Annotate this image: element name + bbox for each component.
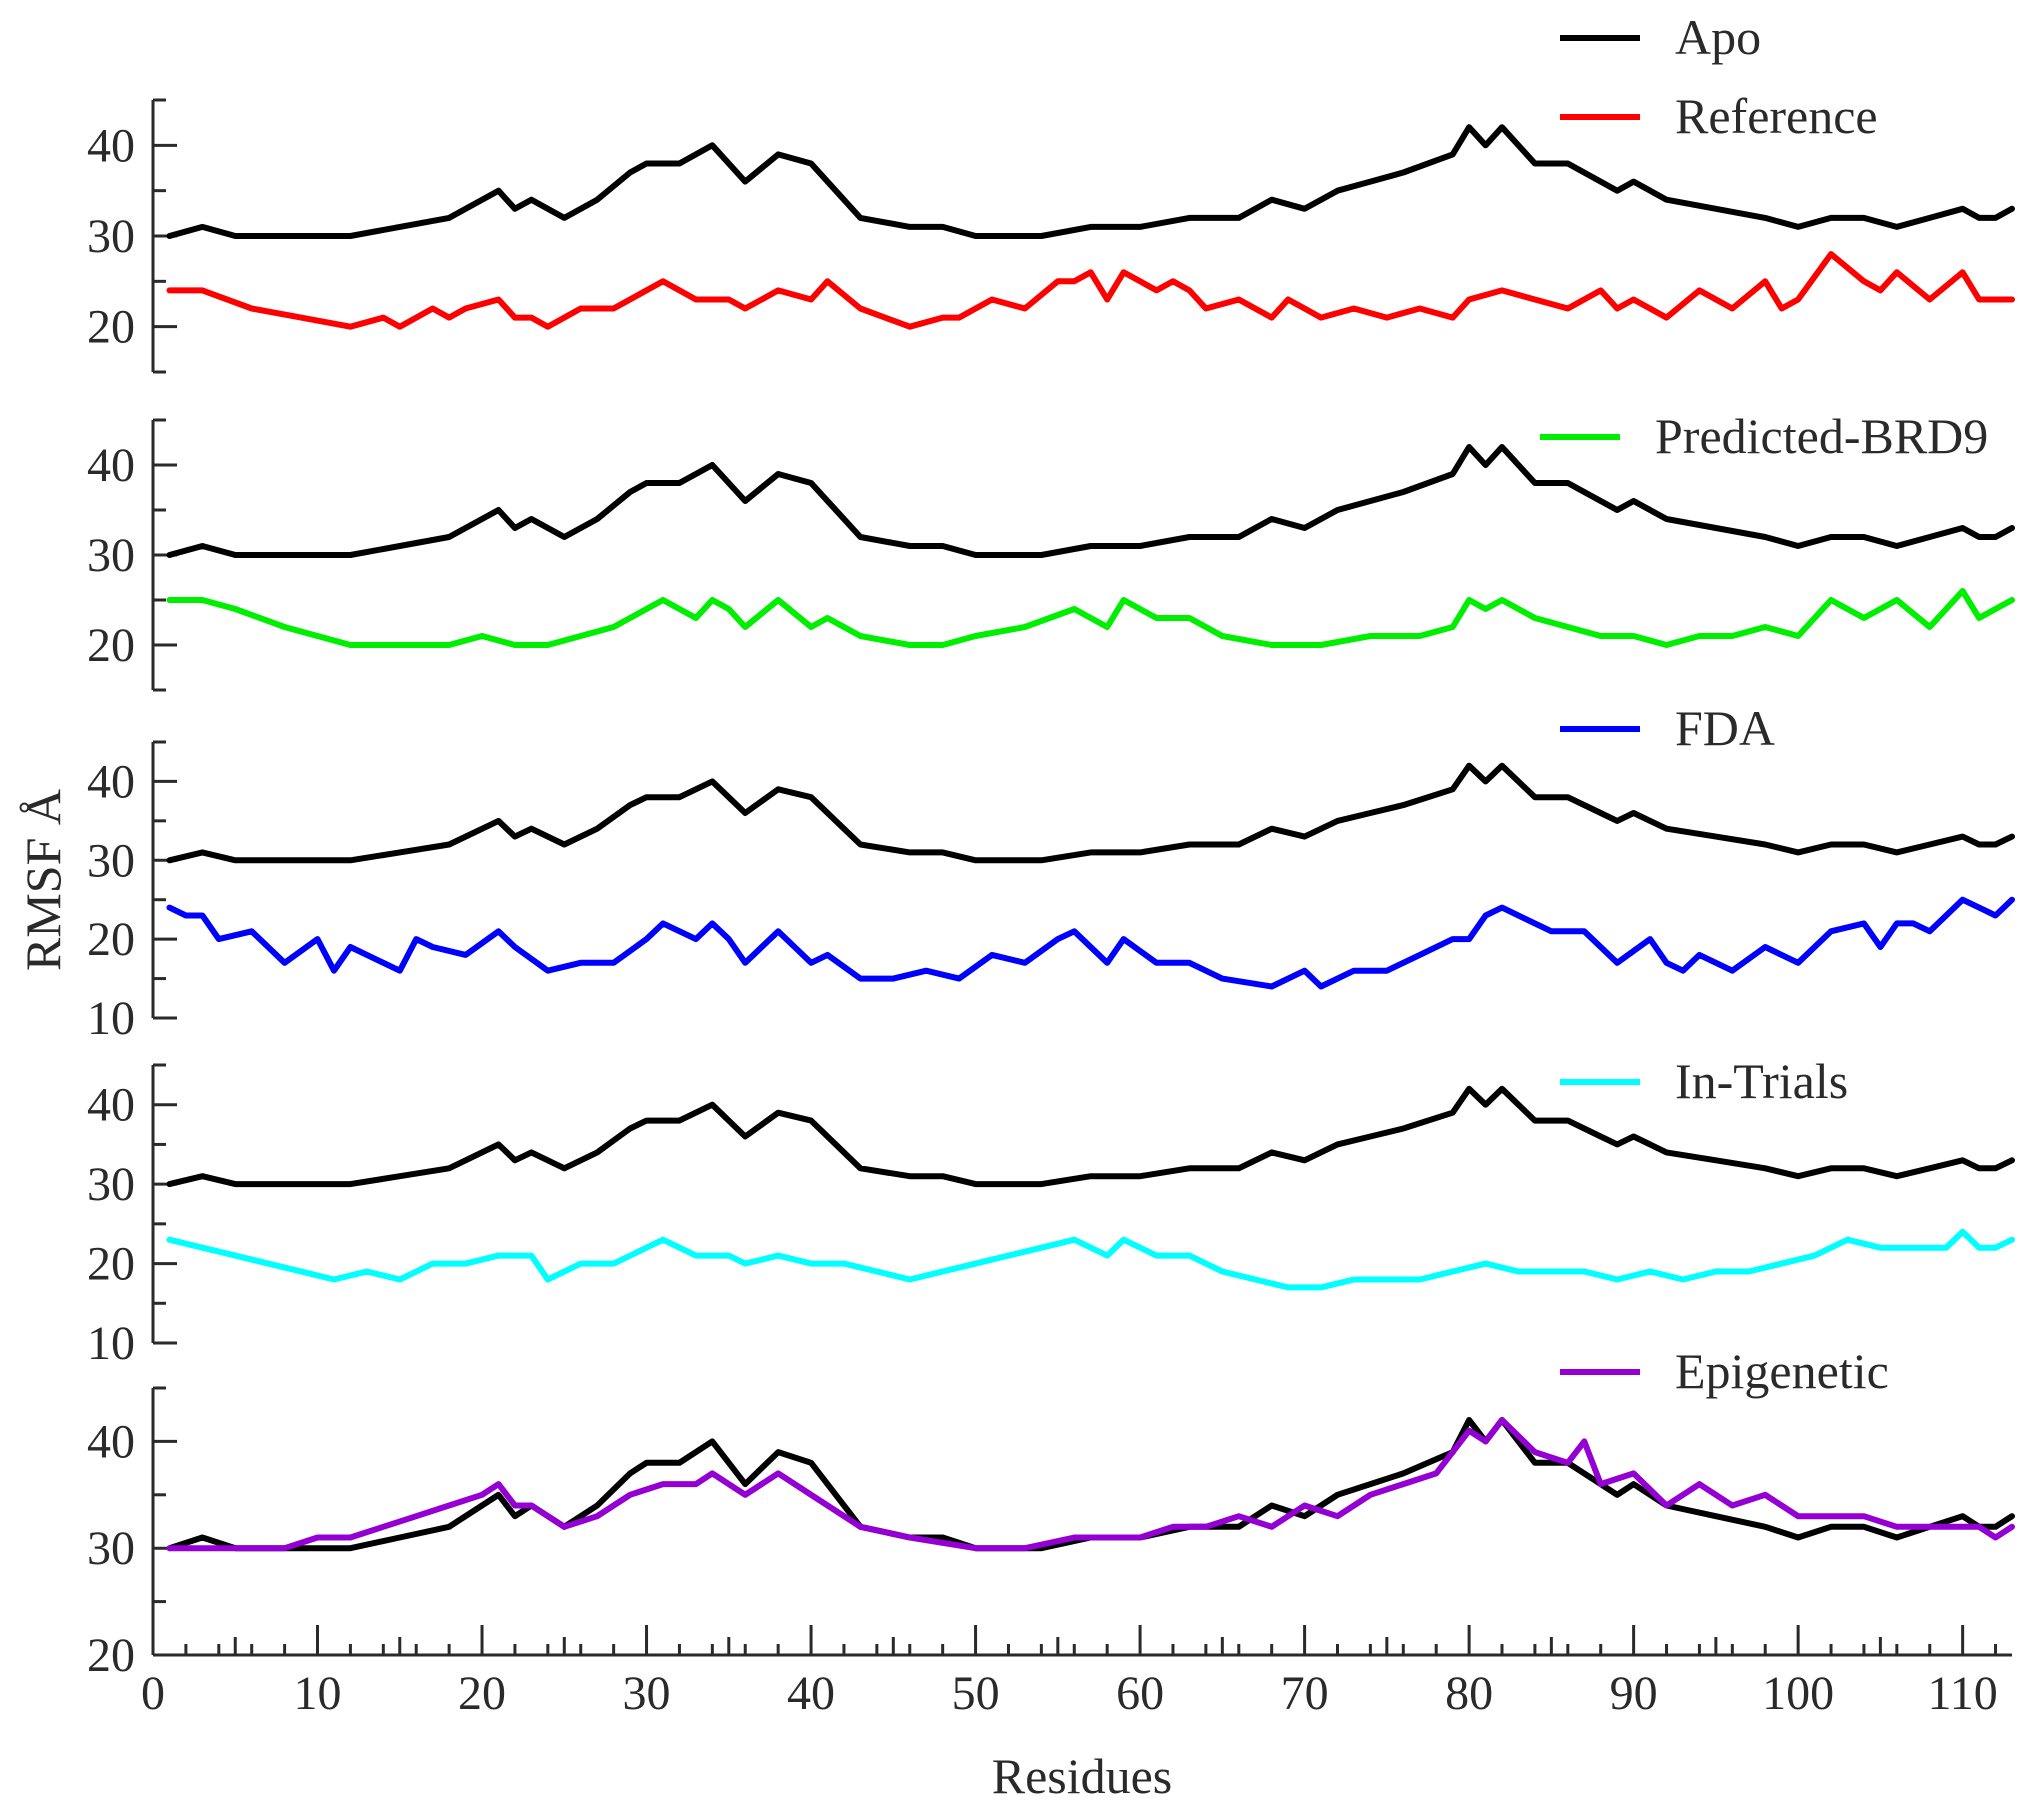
x-tick-label: 10	[294, 1667, 342, 1720]
series-line-epigenetic	[166, 1417, 2015, 1552]
series-line-in-trials	[166, 1228, 2015, 1291]
y-tick-label: 40	[87, 1079, 135, 1132]
series-line-fda	[166, 896, 2015, 990]
panel-4: 10 20 30 40 In-Trials	[87, 1053, 2015, 1370]
x-tick-label: 20	[458, 1667, 506, 1720]
series-line-predicted-brd9	[166, 588, 2015, 648]
series-line-apo	[166, 762, 2015, 864]
x-tick-label: 100	[1762, 1667, 1834, 1720]
legend-label: Apo	[1675, 9, 1761, 65]
legend-label: Reference	[1675, 88, 1878, 144]
x-tick-label: 0	[141, 1667, 165, 1720]
y-tick-label: 40	[87, 1415, 135, 1468]
panel-5: 20 30 40 Epigenetic	[87, 1343, 2015, 1682]
x-tick-label: 80	[1445, 1667, 1493, 1720]
legend-label: Predicted-BRD9	[1655, 408, 1988, 464]
y-tick-label: 20	[87, 301, 135, 354]
x-tick-label: 40	[787, 1667, 835, 1720]
x-tick-label: 60	[1116, 1667, 1164, 1720]
x-tick-label: 50	[952, 1667, 1000, 1720]
series-line-apo	[166, 1085, 2015, 1188]
y-tick-label: 10	[87, 992, 135, 1045]
y-tick-label: 20	[87, 619, 135, 672]
series-line-apo	[166, 444, 2015, 558]
panel-2: 20 30 40 Predicted-BRD9	[87, 408, 2015, 692]
x-tick-label: 30	[623, 1667, 671, 1720]
y-tick-label: 30	[87, 1158, 135, 1211]
legend-label: FDA	[1675, 700, 1775, 756]
x-axis-title: Residues	[992, 1748, 1173, 1804]
legend-label: Epigenetic	[1675, 1343, 1889, 1399]
y-tick-label: 20	[87, 913, 135, 966]
y-tick-label: 10	[87, 1317, 135, 1370]
x-tick-label: 90	[1610, 1667, 1658, 1720]
panel-1: 20 30 40 Apo Reference	[87, 9, 2015, 374]
x-tick-label: 110	[1928, 1667, 1998, 1720]
y-axis-title: RMSF Å	[15, 789, 71, 971]
series-line-reference	[166, 251, 2015, 330]
y-tick-label: 40	[87, 755, 135, 808]
series-line-apo	[166, 124, 2015, 239]
series-line-apo	[166, 1417, 2015, 1552]
x-tick-label: 70	[1281, 1667, 1329, 1720]
y-tick-label: 30	[87, 1522, 135, 1575]
y-tick-label: 30	[87, 529, 135, 582]
panel-3: 10 20 30 40 FDA	[87, 700, 2015, 1045]
legend-label: In-Trials	[1675, 1053, 1848, 1109]
y-tick-label: 40	[87, 119, 135, 172]
y-tick-label: 20	[87, 1629, 135, 1682]
y-tick-label: 30	[87, 834, 135, 887]
y-tick-label: 40	[87, 439, 135, 492]
y-tick-label: 20	[87, 1238, 135, 1291]
y-tick-label: 30	[87, 210, 135, 263]
